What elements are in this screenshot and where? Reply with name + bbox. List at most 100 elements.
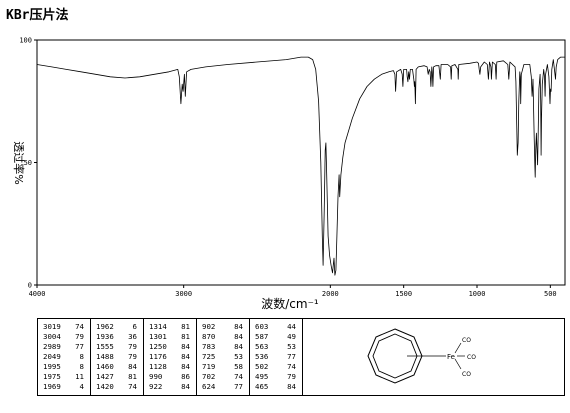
x-tick-label: 3000 — [175, 290, 192, 298]
peak-row: 725 53 — [197, 352, 249, 362]
y-tick-label: 0 — [28, 282, 32, 290]
peak-transmittance: 74 — [75, 322, 84, 331]
peak-wavenumber: 719 — [202, 362, 216, 371]
peak-transmittance: 74 — [128, 382, 137, 391]
peak-transmittance: 79 — [128, 352, 137, 361]
peak-row: 1301 81 — [144, 332, 196, 342]
peak-transmittance: 84 — [234, 322, 243, 331]
peak-row: 563 53 — [250, 342, 302, 352]
peak-transmittance: 58 — [234, 362, 243, 371]
peak-row: 2049 8 — [38, 352, 90, 362]
peak-wavenumber: 495 — [255, 372, 269, 381]
peak-row: 1995 8 — [38, 362, 90, 372]
peak-wavenumber: 3004 — [43, 332, 61, 341]
x-tick-label: 500 — [544, 290, 557, 298]
peak-row: 1250 84 — [144, 342, 196, 352]
y-axis-label: 透过率% — [12, 141, 26, 184]
peak-wavenumber: 783 — [202, 342, 216, 351]
peak-row: 1176 84 — [144, 352, 196, 362]
peak-row: 624 77 — [197, 382, 249, 392]
peak-row: 465 84 — [250, 382, 302, 392]
fe-atom: Fe — [447, 353, 455, 361]
peak-row: 502 74 — [250, 362, 302, 372]
cyclooctatetraene-ring-outer — [367, 328, 423, 384]
co-ligand-bottom: CO — [462, 371, 471, 378]
spectrum-line — [36, 56, 565, 276]
peak-wavenumber: 603 — [255, 322, 269, 331]
peak-wavenumber: 1250 — [149, 342, 167, 351]
peak-row: 1488 79 — [91, 352, 143, 362]
peak-row: 1975 11 — [38, 372, 90, 382]
peak-transmittance: 77 — [287, 352, 296, 361]
peak-row: 702 74 — [197, 372, 249, 382]
peak-row: 1420 74 — [91, 382, 143, 392]
fe-co-bond-bottom — [454, 358, 462, 370]
co-ligand-mid: CO — [467, 354, 476, 361]
peak-row: 2989 77 — [38, 342, 90, 352]
peak-row: 902 84 — [197, 322, 249, 332]
peak-wavenumber: 2989 — [43, 342, 61, 351]
peak-transmittance: 84 — [181, 382, 190, 391]
peak-wavenumber: 465 — [255, 382, 269, 391]
peak-wavenumber: 1936 — [96, 332, 114, 341]
plot-frame — [36, 39, 566, 286]
peak-row: 1460 84 — [91, 362, 143, 372]
peak-wavenumber: 870 — [202, 332, 216, 341]
peak-wavenumber: 902 — [202, 322, 216, 331]
peak-transmittance: 8 — [79, 352, 84, 361]
y-tick-label: 100 — [19, 37, 32, 45]
peak-column: 3019 74 3004 79 2989 77 2049 8 1995 8 1975 11 1969 4 — [38, 319, 91, 395]
peak-row: 1427 81 — [91, 372, 143, 382]
peak-transmittance: 36 — [128, 332, 137, 341]
peak-transmittance: 77 — [234, 382, 243, 391]
peak-row: 3004 79 — [38, 332, 90, 342]
peak-wavenumber: 1420 — [96, 382, 114, 391]
peak-transmittance: 84 — [181, 352, 190, 361]
page-title: KBr压片法 — [6, 8, 69, 23]
peak-wavenumber: 624 — [202, 382, 216, 391]
peak-row: 1962 6 — [91, 322, 143, 332]
peak-row: 1969 4 — [38, 382, 90, 392]
peak-transmittance: 74 — [287, 362, 296, 371]
peak-transmittance: 44 — [287, 322, 296, 331]
peak-wavenumber: 702 — [202, 372, 216, 381]
peak-wavenumber: 1995 — [43, 362, 61, 371]
y-tick-label: 50 — [24, 159, 32, 167]
peak-wavenumber: 725 — [202, 352, 216, 361]
peak-transmittance: 81 — [128, 372, 137, 381]
peak-wavenumber: 990 — [149, 372, 163, 381]
peak-transmittance: 8 — [79, 362, 84, 371]
peak-row: 783 84 — [197, 342, 249, 352]
peak-row: 536 77 — [250, 352, 302, 362]
peak-transmittance: 86 — [181, 372, 190, 381]
peak-row: 922 84 — [144, 382, 196, 392]
peak-wavenumber: 2049 — [43, 352, 61, 361]
peak-transmittance: 79 — [287, 372, 296, 381]
peak-column: 1314 81 1301 81 1250 84 1176 84 1128 84 990 86 922 84 — [144, 319, 197, 395]
peak-transmittance: 4 — [79, 382, 84, 391]
x-tick-label: 1000 — [469, 290, 486, 298]
peak-wavenumber: 1314 — [149, 322, 167, 331]
peak-transmittance: 81 — [181, 322, 190, 331]
peak-row: 1555 79 — [91, 342, 143, 352]
peak-row: 587 49 — [250, 332, 302, 342]
cyclooctatetraene-ring-inner — [372, 333, 418, 379]
peak-transmittance: 53 — [234, 352, 243, 361]
peak-column: 1962 6 1936 36 1555 79 1488 79 1460 84 1427 81 1420 7… — [91, 319, 144, 395]
peak-wavenumber: 922 — [149, 382, 163, 391]
peak-wavenumber: 502 — [255, 362, 269, 371]
peak-row: 495 79 — [250, 372, 302, 382]
peak-transmittance: 11 — [75, 372, 84, 381]
peak-wavenumber: 3019 — [43, 322, 61, 331]
peak-row: 990 86 — [144, 372, 196, 382]
x-tick-label: 4000 — [29, 290, 46, 298]
peak-wavenumber: 1176 — [149, 352, 167, 361]
peak-transmittance: 84 — [234, 332, 243, 341]
peak-transmittance: 81 — [181, 332, 190, 341]
peak-transmittance: 6 — [132, 322, 137, 331]
peak-transmittance: 84 — [181, 362, 190, 371]
peak-transmittance: 84 — [181, 342, 190, 351]
peak-transmittance: 49 — [287, 332, 296, 341]
peak-wavenumber: 1969 — [43, 382, 61, 391]
fe-co-bond-top — [454, 342, 462, 354]
